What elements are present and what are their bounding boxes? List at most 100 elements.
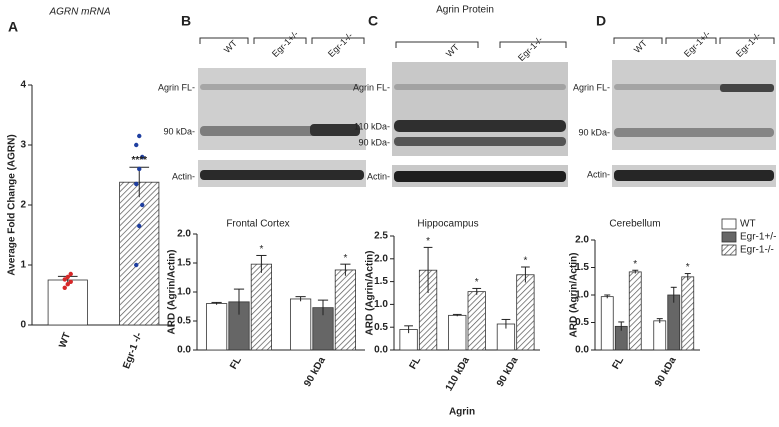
band-label: 90 kDa-: [163, 126, 195, 136]
blot-c: Agrin Protein WT Egr-1-/- Agrin FL- 110 …: [353, 5, 568, 187]
bar: [334, 269, 357, 351]
bar: [119, 181, 160, 326]
panel-letter: B: [181, 13, 191, 29]
panel-letter: C: [368, 13, 378, 29]
band-label: 110 kDa-: [354, 121, 390, 131]
lane-label: Egr-1-/-: [734, 30, 763, 59]
y-tick-label: 0.5: [575, 317, 589, 328]
lane-label: WT: [632, 38, 649, 55]
data-point: [134, 262, 139, 268]
x-axis-label: Agrin: [449, 407, 475, 418]
y-tick-label: 2: [20, 200, 26, 211]
y-tick-label: 2.0: [575, 235, 589, 246]
band-label: 90 kDa-: [358, 137, 390, 147]
significance: ****: [131, 155, 147, 166]
bar: [448, 314, 467, 351]
y-tick-label: 2.5: [374, 231, 388, 242]
x-tick-label: 90 kDa: [653, 355, 679, 389]
legend-label: Egr-1-/-: [740, 245, 774, 256]
data-point: [137, 223, 142, 229]
legend-swatch: [721, 244, 737, 256]
band-label: Actin-: [587, 169, 610, 179]
x-tick-label: 110 kDa: [444, 355, 472, 393]
panel-letter: A: [8, 19, 18, 35]
x-tick-label: FL: [610, 355, 626, 371]
chart-title: Frontal Cortex: [226, 219, 289, 230]
blot-d: WT Egr-1+/- Egr-1-/- Agrin FL- 90 kDa- A…: [573, 29, 776, 187]
band-label: Actin-: [367, 171, 390, 181]
data-point: [140, 154, 145, 160]
y-tick-label: 0: [20, 320, 26, 331]
bar: [628, 271, 642, 351]
bar: [47, 279, 88, 326]
y-tick-label: 0.0: [177, 345, 191, 356]
band-label: Agrin FL-: [573, 82, 610, 92]
lane-label: WT: [444, 42, 461, 59]
band-label: 90 kDa-: [578, 127, 610, 137]
band-label: Agrin FL-: [353, 82, 390, 92]
data-point: [137, 133, 142, 139]
y-tick-label: 0.5: [177, 316, 191, 327]
bar: [467, 291, 486, 351]
x-tick-label: WT: [57, 331, 73, 349]
y-tick-label: 2.0: [177, 229, 191, 240]
significance: *: [475, 277, 479, 288]
y-tick-label: 3: [20, 140, 26, 151]
significance: *: [523, 256, 527, 267]
y-tick-label: 0.5: [374, 322, 388, 333]
blot-title: Agrin Protein: [436, 5, 494, 16]
data-point: [137, 166, 142, 172]
bar: [600, 296, 614, 351]
lane-label: Egr-1+/-: [270, 29, 300, 59]
data-point: [65, 282, 70, 287]
y-tick-label: 0.0: [374, 345, 388, 356]
chart-title: AGRN mRNA: [48, 7, 110, 18]
y-tick-label: 0.0: [575, 345, 589, 356]
legend-label: Egr-1+/-: [740, 232, 776, 243]
legend-swatch: [721, 218, 737, 230]
band-label: Agrin FL-: [158, 82, 195, 92]
y-tick-label: 1.5: [374, 276, 388, 287]
y-axis-label: ARD (Agrin/Actin): [365, 251, 376, 336]
lane-label: Egr-1-/-: [326, 30, 355, 59]
y-axis-label: ARD (Agrin/Actin): [569, 253, 580, 338]
x-tick-label: 90 kDa: [302, 355, 328, 389]
y-tick-label: 4: [20, 80, 26, 91]
band-label: Actin-: [172, 171, 195, 181]
x-tick-label: Egr-1 -/-: [121, 331, 144, 370]
y-tick-label: 1: [20, 260, 26, 271]
y-tick-label: 1.0: [177, 287, 191, 298]
bar: [205, 303, 228, 351]
bar: [653, 320, 667, 351]
significance: *: [343, 253, 347, 264]
significance: *: [259, 244, 263, 255]
legend-label: WT: [740, 219, 756, 230]
lane-label: Egr-1+/-: [682, 29, 712, 59]
legend-swatch: [721, 231, 737, 243]
data-point: [68, 279, 73, 284]
bar: [667, 294, 681, 351]
bar: [681, 276, 695, 351]
lane-label: WT: [222, 38, 239, 55]
y-tick-label: 1.5: [177, 258, 191, 269]
blot-b: WT Egr-1+/- Egr-1-/- Agrin FL- 90 kDa- A…: [158, 29, 366, 187]
y-tick-label: 1.0: [374, 299, 388, 310]
data-point: [62, 285, 67, 290]
significance: *: [633, 259, 637, 270]
data-point: [62, 277, 67, 282]
data-point: [65, 274, 70, 280]
significance: *: [426, 236, 430, 247]
data-point: [134, 142, 139, 148]
bar: [250, 263, 272, 351]
y-axis-label: ARD (Agrin/Actin): [167, 250, 178, 335]
bar: [289, 298, 312, 351]
y-tick-label: 1.0: [575, 290, 589, 301]
bar: [516, 274, 535, 351]
panel-letter: D: [596, 13, 606, 29]
x-tick-label: FL: [228, 355, 244, 371]
x-tick-label: FL: [408, 355, 424, 371]
data-point: [140, 202, 145, 208]
significance: *: [686, 262, 690, 273]
data-point: [68, 271, 73, 277]
